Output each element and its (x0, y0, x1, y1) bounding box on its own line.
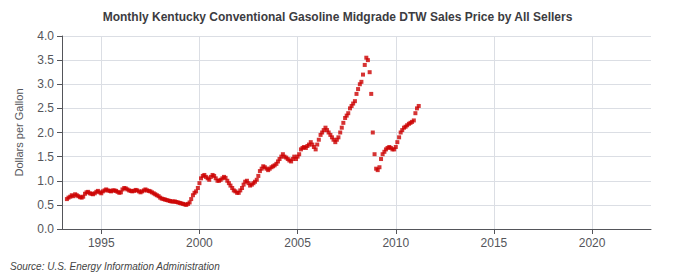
svg-text:Dollars per Gallon: Dollars per Gallon (13, 88, 25, 176)
svg-text:1995: 1995 (88, 236, 115, 250)
svg-text:2000: 2000 (186, 236, 213, 250)
svg-text:3.0: 3.0 (37, 77, 54, 91)
svg-text:0.0: 0.0 (37, 222, 54, 236)
svg-text:2.5: 2.5 (37, 101, 54, 115)
svg-text:2020: 2020 (579, 236, 606, 250)
svg-text:Source: U.S. Energy Informatio: Source: U.S. Energy Information Administ… (10, 261, 220, 272)
svg-text:3.5: 3.5 (37, 53, 54, 67)
svg-text:1.0: 1.0 (37, 174, 54, 188)
svg-text:2.0: 2.0 (37, 126, 54, 140)
svg-text:2010: 2010 (382, 236, 409, 250)
svg-text:Monthly Kentucky Conventional: Monthly Kentucky Conventional Gasoline M… (103, 10, 573, 24)
svg-text:0.5: 0.5 (37, 198, 54, 212)
svg-text:2005: 2005 (284, 236, 311, 250)
svg-text:2015: 2015 (481, 236, 508, 250)
svg-text:1.5: 1.5 (37, 150, 54, 164)
svg-text:4.0: 4.0 (37, 29, 54, 43)
